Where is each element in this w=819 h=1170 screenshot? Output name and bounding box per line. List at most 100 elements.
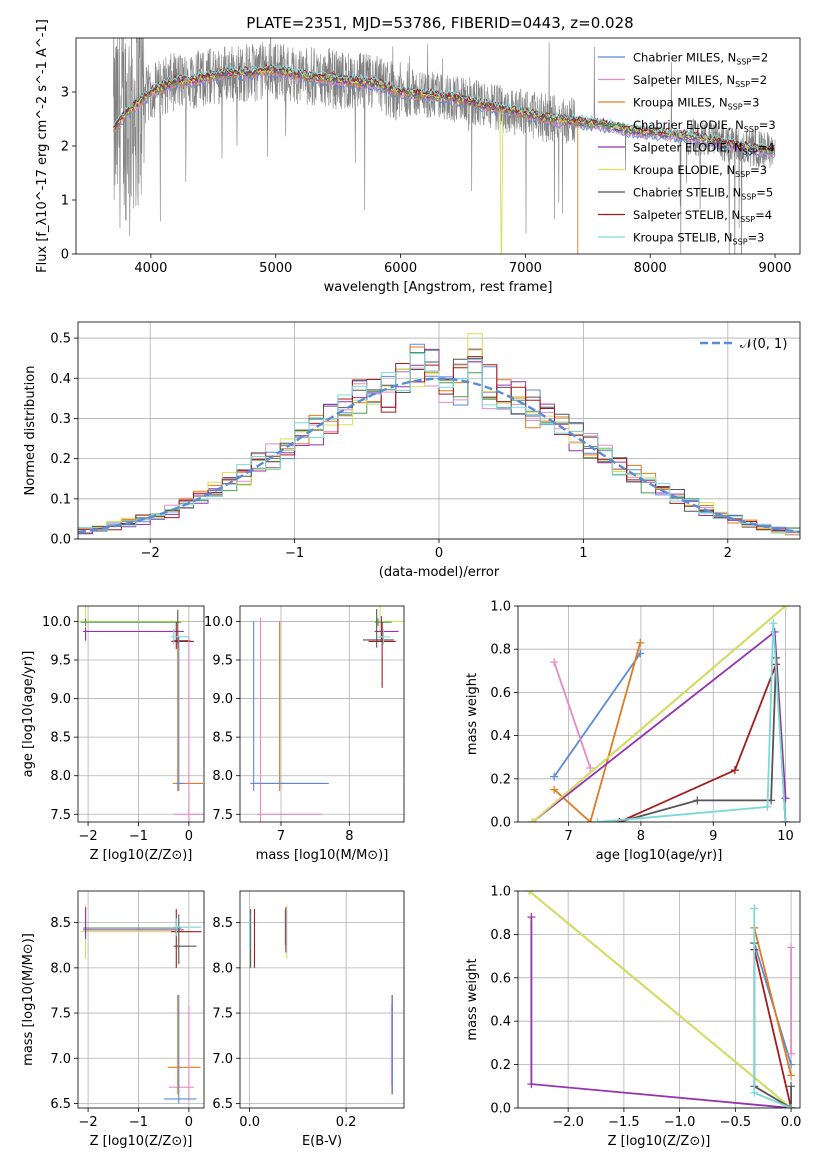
x-tick-label: −1.0: [664, 1115, 696, 1130]
series-line-chabrier-stelib: [618, 657, 787, 822]
legend-label: Chabrier MILES, NSSP=2: [633, 51, 768, 67]
y-axis-label: Flux [f_λ10^-17 erg cm^-2 s^-1 A^-1]: [35, 19, 50, 273]
y-tick-label: 7.5: [50, 808, 71, 823]
y-tick-label: 6.5: [50, 1097, 71, 1112]
legend-count: =3: [759, 118, 776, 132]
x-tick-label: 0: [435, 546, 443, 561]
y-tick-label: 1: [61, 194, 69, 209]
series-line-kroupa-stelib: [753, 908, 792, 1108]
series-marker: [586, 818, 595, 822]
y-tick-label: 7.5: [50, 1007, 71, 1022]
y-tick-label: 0.8: [490, 643, 511, 658]
x-tick-label: 6000: [384, 261, 417, 276]
legend-label: Chabrier STELIB, NSSP=5: [633, 186, 773, 202]
x-tick-label: 2: [724, 546, 732, 561]
series-marker: [781, 794, 790, 803]
legend-count: =5: [756, 186, 773, 200]
series-marker: [787, 1082, 796, 1091]
plot-frame: [77, 890, 205, 1109]
series-marker: [550, 772, 559, 781]
x-tick-label: 0.2: [336, 1115, 357, 1130]
plot-frame: [517, 605, 801, 823]
series-line-salpeter-elodie: [530, 917, 792, 1108]
plot-frame: [77, 321, 801, 540]
plot-frame: [239, 890, 405, 1109]
y-tick-label: 7.0: [50, 1052, 71, 1067]
y-tick-label: 7.5: [212, 1007, 233, 1022]
y-tick-label: 0.0: [50, 533, 71, 548]
mass-weight-vs-Z-axes: −2.0 −1.5 −1.0 −0.5 0.0 0.0 0.2 0.4 0.6 0.8 1.0 Z […: [465, 885, 801, 1150]
y-tick-label: 0.6: [490, 971, 511, 986]
legend-label: Kroupa MILES, NSSP=3: [633, 96, 759, 112]
series-marker: [787, 943, 796, 952]
y-tick-label: 6.5: [212, 1097, 233, 1112]
series-marker: [781, 818, 790, 822]
legend-subscript: SSP: [736, 58, 751, 67]
y-axis-label: mass weight: [465, 673, 480, 755]
x-axis-label: Z [log10(Z/Z⊙)]: [90, 1134, 193, 1149]
y-tick-label: 2: [61, 140, 69, 155]
legend-subscript: SSP: [735, 80, 750, 89]
mass-vs-Z-marks: [80, 904, 202, 1104]
model-spectrum-kroupa-stelib: [112, 63, 775, 149]
legend-label: Kroupa STELIB, NSSP=3: [633, 231, 764, 247]
y-tick-label: 1.0: [490, 885, 511, 900]
x-axis-label: mass [log10(M/M⊙)]: [256, 848, 389, 863]
legend-label: Salpeter ELODIE, NSSP=4: [633, 141, 775, 157]
series-marker: [693, 796, 702, 805]
series-line-kroupa-miles: [553, 642, 642, 822]
y-tick-label: 7.0: [212, 1052, 233, 1067]
y-axis-label: mass [log10(M/M⊙)]: [21, 933, 36, 1066]
plot-frame: [517, 890, 801, 1109]
series-marker: [636, 638, 645, 647]
y-tick-label: 0.4: [490, 1015, 511, 1030]
x-tick-label: −2: [78, 829, 97, 844]
plot-frame: [77, 605, 205, 823]
series-line-salpeter-elodie: [531, 630, 787, 822]
legend-label: Kroupa ELODIE, NSSP=3: [633, 163, 767, 179]
series-marker: [750, 1088, 759, 1097]
series-marker: [781, 606, 790, 610]
series-line-chabrier-miles: [553, 652, 641, 778]
series-line-salpeter-stelib: [753, 949, 792, 1108]
x-tick-label: 10: [777, 829, 794, 844]
legend-subscript: SSP: [728, 103, 743, 112]
x-tick-label: 8: [637, 829, 645, 844]
model-spectrum-salpeter-stelib: [113, 62, 775, 151]
model-spectrum-chabrier-miles: [113, 70, 775, 159]
y-tick-label: 0.5: [50, 332, 71, 347]
y-tick-label: 0.3: [50, 412, 71, 427]
y-tick-label: 8.5: [50, 731, 71, 746]
figure-title: PLATE=2351, MJD=53786, FIBERID=0443, z=0…: [246, 14, 633, 32]
x-tick-label: 5000: [259, 261, 292, 276]
y-tick-label: 0.2: [50, 452, 71, 467]
legend-subscript: SSP: [735, 170, 750, 179]
y-tick-label: 9.5: [50, 654, 71, 669]
residuals-axes: −2 −1 0 1 2 0.0 0.1 0.2 0.3 0.4 0.5 (data-model)/er…: [23, 321, 801, 580]
mass-weight-vs-age-axes: 7 8 9 10 0.0 0.2 0.4 0.6 0.8 1.0 age [log10(age/yr…: [465, 600, 801, 863]
x-tick-label: 0.0: [239, 1115, 260, 1130]
y-tick-label: 0.2: [490, 1058, 511, 1073]
y-tick-label: 0.6: [490, 686, 511, 701]
spectrum-axes: 4000 5000 6000 7000 8000 9000 0 1 2 3 wavelength […: [35, 19, 801, 295]
y-tick-label: 7.5: [212, 808, 233, 823]
legend-label: Salpeter STELIB, NSSP=4: [633, 208, 772, 224]
age-vs-mass-marks: [250, 606, 404, 822]
legend-label: 𝒩(0, 1): [740, 337, 787, 352]
legend-label: Salpeter MILES, NSSP=2: [633, 73, 767, 89]
x-axis-label: wavelength [Angstrom, rest frame]: [324, 280, 553, 295]
x-tick-label: 7: [564, 829, 572, 844]
spectrum-marks: [112, 38, 776, 254]
series-marker: [528, 818, 537, 822]
y-axis-label: Normed distribution: [23, 366, 38, 496]
y-tick-label: 0.4: [490, 729, 511, 744]
series-marker: [750, 904, 759, 913]
series-marker: [787, 1071, 796, 1080]
x-tick-label: 7: [277, 829, 285, 844]
series-marker: [787, 1104, 796, 1108]
model-spectrum-chabrier-stelib: [113, 64, 775, 152]
x-axis-label: Z [log10(Z/Z⊙)]: [90, 848, 193, 863]
x-tick-label: 4000: [134, 261, 167, 276]
mass-vs-EBV-marks: [249, 904, 393, 1095]
